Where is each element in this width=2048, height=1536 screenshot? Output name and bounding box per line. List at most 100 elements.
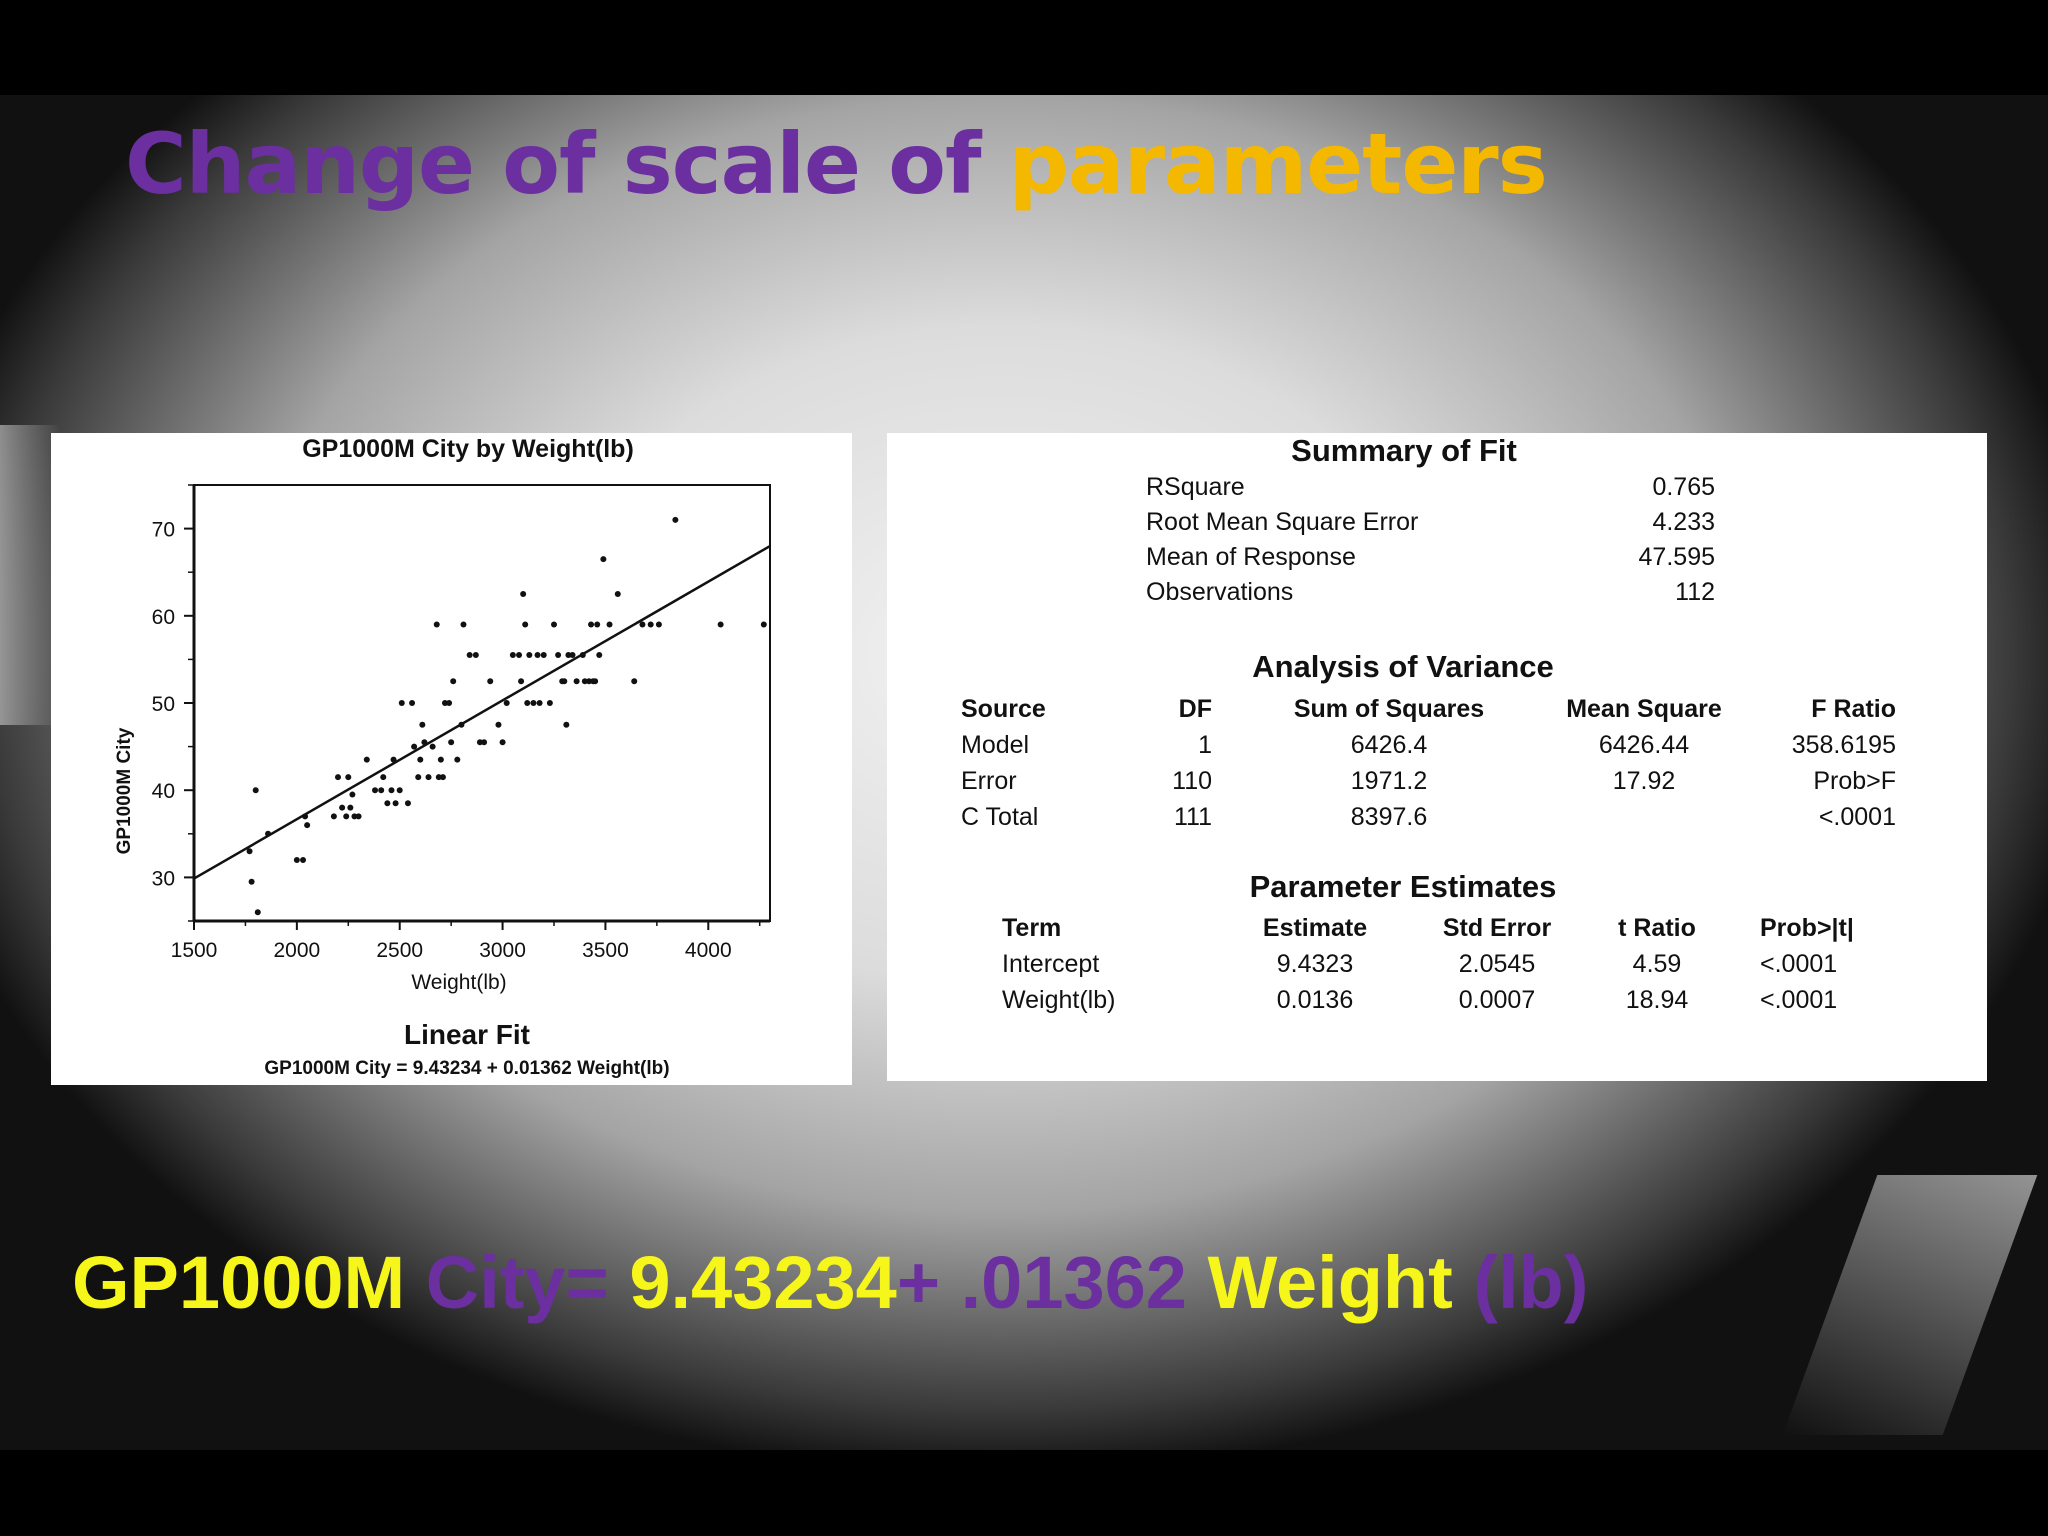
data-point bbox=[252, 787, 259, 794]
anova-cell: 8397.6 bbox=[1350, 803, 1428, 831]
data-point bbox=[487, 678, 494, 685]
anova-cell: <.0001 bbox=[1818, 803, 1896, 831]
params-cell: 0.0007 bbox=[1458, 986, 1536, 1014]
data-point bbox=[585, 678, 592, 685]
data-point bbox=[534, 652, 541, 659]
data-point bbox=[524, 700, 531, 706]
anova-cell: 6426.44 bbox=[1598, 731, 1690, 759]
fit-label: Linear Fit bbox=[404, 1019, 530, 1050]
data-point bbox=[760, 621, 767, 628]
params-header-cell: Term bbox=[1002, 914, 1062, 942]
data-point bbox=[411, 743, 418, 750]
data-point bbox=[363, 756, 370, 763]
light-streak bbox=[1782, 1175, 2038, 1435]
data-point bbox=[421, 739, 428, 746]
fit-line bbox=[193, 544, 771, 880]
params-header-cell: Estimate bbox=[1262, 914, 1368, 942]
params-cell: 2.0545 bbox=[1458, 950, 1536, 978]
y-tick-label: 70 bbox=[152, 519, 175, 542]
data-point bbox=[717, 621, 724, 628]
data-point bbox=[384, 800, 391, 807]
data-point bbox=[345, 774, 352, 781]
data-point bbox=[448, 739, 455, 746]
summary-label: Observations bbox=[1146, 578, 1294, 606]
anova-cell: Model bbox=[961, 731, 1030, 759]
params-cell: <.0001 bbox=[1760, 950, 1838, 978]
equation-part: GP1000M bbox=[72, 1241, 406, 1324]
params-cell: 18.94 bbox=[1625, 986, 1689, 1014]
x-axis-label: Weight(lb) bbox=[411, 971, 506, 994]
data-point bbox=[458, 721, 465, 728]
data-point bbox=[339, 804, 346, 811]
y-tick-label: 40 bbox=[152, 780, 175, 803]
fit-equation: GP1000M City = 9.43234 + 0.01362 Weight(… bbox=[264, 1058, 669, 1079]
data-point bbox=[254, 909, 261, 916]
data-point bbox=[606, 621, 613, 628]
data-point bbox=[530, 700, 537, 706]
data-point bbox=[419, 721, 426, 728]
data-point bbox=[248, 878, 255, 885]
anova-header-cell: Source bbox=[961, 695, 1046, 723]
anova-header-cell: F Ratio bbox=[1811, 695, 1896, 723]
anova-cell: 111 bbox=[1173, 803, 1212, 831]
data-point bbox=[437, 756, 444, 763]
data-point bbox=[429, 743, 436, 750]
params-header-cell: t Ratio bbox=[1618, 914, 1696, 942]
data-point bbox=[503, 700, 510, 706]
regression-equation: GP1000M City= 9.43234+ .01362 Weight (lb… bbox=[72, 1240, 1588, 1325]
anova-heading: Analysis of Variance bbox=[1252, 649, 1554, 684]
equation-part: Weight bbox=[1207, 1241, 1453, 1324]
anova-cell: 17.92 bbox=[1612, 767, 1676, 795]
data-point bbox=[433, 621, 440, 628]
scatter-chart-panel: GP1000M City by Weight(lb) 1500 2000 2500 3… bbox=[51, 433, 852, 1085]
data-point bbox=[540, 652, 547, 659]
y-axis: 30 40 50 60 70 bbox=[152, 484, 194, 922]
data-point bbox=[454, 756, 461, 763]
data-point bbox=[614, 591, 621, 597]
plot-frame bbox=[193, 484, 771, 922]
data-point bbox=[246, 848, 253, 855]
data-point bbox=[351, 813, 358, 820]
summary-label: RSquare bbox=[1146, 473, 1245, 501]
data-point bbox=[378, 787, 385, 794]
data-point bbox=[347, 804, 354, 811]
data-point bbox=[404, 800, 411, 807]
data-point bbox=[398, 700, 405, 706]
data-point bbox=[472, 652, 479, 659]
data-point bbox=[396, 787, 403, 794]
data-point bbox=[335, 774, 341, 781]
data-point bbox=[594, 621, 601, 628]
data-point bbox=[526, 652, 533, 659]
data-point bbox=[600, 556, 607, 563]
chart-title: GP1000M City by Weight(lb) bbox=[302, 435, 634, 463]
summary-value: 0.765 bbox=[1652, 473, 1715, 501]
anova-cell: C Total bbox=[961, 803, 1039, 831]
anova-header-cell: Sum of Squares bbox=[1293, 695, 1485, 723]
data-point bbox=[522, 621, 529, 628]
data-point bbox=[672, 516, 679, 523]
data-point bbox=[565, 652, 572, 659]
data-point bbox=[417, 756, 424, 763]
summary-label: Root Mean Square Error bbox=[1146, 508, 1419, 536]
title-part-2: parameters bbox=[1008, 115, 1548, 213]
data-point bbox=[380, 774, 387, 781]
anova-cell: 6426.4 bbox=[1350, 731, 1428, 759]
summary-label: Mean of Response bbox=[1146, 543, 1356, 571]
y-tick-label: 60 bbox=[152, 606, 175, 629]
params-cell: 0.0136 bbox=[1276, 986, 1354, 1014]
x-tick-label: 2500 bbox=[376, 939, 423, 962]
title-part-1: Change of scale of bbox=[125, 115, 1009, 213]
data-point bbox=[466, 652, 473, 659]
data-point bbox=[551, 621, 557, 628]
data-point bbox=[481, 739, 488, 746]
data-point bbox=[546, 700, 553, 706]
data-point bbox=[581, 678, 588, 685]
data-point bbox=[330, 813, 337, 820]
x-tick-label: 3000 bbox=[479, 939, 526, 962]
summary-value: 4.233 bbox=[1652, 508, 1715, 536]
data-point bbox=[561, 678, 568, 685]
data-point bbox=[349, 791, 356, 798]
params-cell: <.0001 bbox=[1760, 986, 1838, 1014]
data-point bbox=[520, 591, 527, 597]
params-heading: Parameter Estimates bbox=[1249, 869, 1557, 904]
